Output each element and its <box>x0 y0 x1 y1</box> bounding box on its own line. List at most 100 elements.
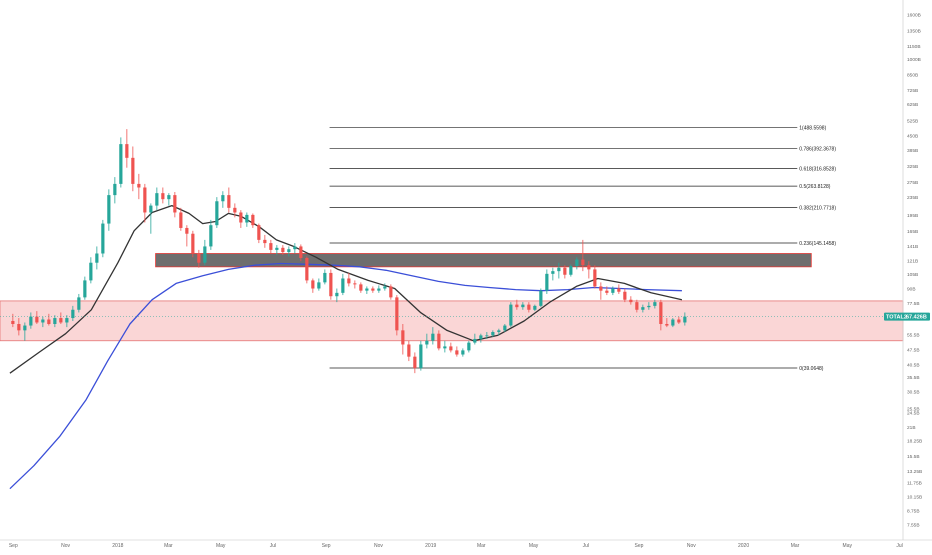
candle-body-up <box>671 319 675 326</box>
x-tick-label: May <box>529 543 539 549</box>
candle-body-down <box>17 324 21 331</box>
fib-retracement-layer[interactable]: 1(488.5598) 0.786(392.3678) 0.618(316.8528… <box>329 125 837 372</box>
last-price-badge <box>884 312 930 321</box>
candle-body-up <box>503 325 507 331</box>
candle-body-up <box>71 309 75 319</box>
candle-body-down <box>179 212 183 228</box>
candle-body-up <box>497 330 501 333</box>
candle-body-up <box>473 338 477 343</box>
y-tick-label: 121B <box>907 258 918 264</box>
candle-body-down <box>527 304 531 310</box>
x-tick-label: Nov <box>687 543 696 549</box>
candle-body-down <box>359 284 363 291</box>
candle-body-up <box>293 246 297 250</box>
y-tick-label: 275B <box>907 180 918 186</box>
candle-body-up <box>167 195 171 200</box>
x-tick-label: Mar <box>791 543 800 549</box>
candle-body-down <box>617 288 621 292</box>
resistance-box <box>155 253 812 268</box>
candle-body-down <box>515 304 519 308</box>
moving-average-layer <box>9 204 683 490</box>
y-tick-label: 11.75B <box>907 480 922 486</box>
candle-body-up <box>209 225 213 247</box>
x-tick-label: 2019 <box>425 543 436 549</box>
candle-body-up <box>317 282 321 289</box>
candle-body-down <box>353 283 357 285</box>
candle-body-down <box>197 253 201 263</box>
candle-body-up <box>569 266 573 275</box>
candle-body-up <box>341 278 345 293</box>
candle-body-down <box>593 269 597 287</box>
candle-body-down <box>143 187 147 213</box>
y-tick-label: 30.5B <box>907 390 920 396</box>
y-tick-label: 55.5B <box>907 333 920 339</box>
candle-body-up <box>485 335 489 337</box>
candle-body-up <box>683 316 687 323</box>
candle-body-down <box>47 319 51 325</box>
candle-body-up <box>653 302 657 306</box>
candle-body-up <box>287 249 291 253</box>
candle-body-up <box>53 318 57 325</box>
x-tick-label: 2018 <box>112 543 123 549</box>
y-tick-label: 13.25B <box>907 469 922 475</box>
candle-body-down <box>269 243 273 250</box>
candle-body-down <box>233 207 237 213</box>
y-tick-label: 18.25B <box>907 438 922 444</box>
candle-body-up <box>107 195 111 224</box>
fib-level-label: 1(488.5598) <box>799 125 826 131</box>
candle-body-up <box>479 335 483 339</box>
y-tick-label: 165B <box>907 229 918 235</box>
candle-body-down <box>239 212 243 223</box>
candle-body-up <box>119 144 123 184</box>
candle-body-up <box>65 318 69 323</box>
y-tick-label: 40.5B <box>907 363 920 369</box>
moving-average-long <box>9 262 682 490</box>
candle-body-down <box>587 265 591 270</box>
candle-body-up <box>221 195 225 202</box>
candle-body-up <box>377 288 381 291</box>
price-symbol-label: TOTAL2 <box>886 315 907 321</box>
candle-body-up <box>545 273 549 291</box>
y-tick-label: 195B <box>907 213 918 219</box>
candle-body-down <box>677 319 681 323</box>
x-tick-label: Mar <box>164 543 173 549</box>
candle-body-down <box>173 195 177 213</box>
y-tick-label: 385B <box>907 148 918 154</box>
x-tick-label: Jul <box>270 543 276 549</box>
candle-body-down <box>59 318 63 323</box>
candle-body-up <box>89 262 93 281</box>
y-tick-label: 325B <box>907 164 918 170</box>
candle-body-up <box>95 253 99 263</box>
fib-level-label: 0.618(316.8528) <box>799 167 836 173</box>
price-value-label: 67.426B <box>906 315 927 321</box>
fib-level-label: 0(39.0648) <box>799 366 824 372</box>
y-tick-label: 450B <box>907 133 918 139</box>
fib-level-label: 0.236(145.1458) <box>799 241 836 247</box>
y-tick-label: 141B <box>907 244 918 250</box>
candle-body-down <box>11 320 15 325</box>
x-tick-label: May <box>843 543 853 549</box>
y-tick-label: 90B <box>907 287 916 293</box>
candle-body-down <box>599 286 603 291</box>
candle-body-down <box>281 247 285 253</box>
candle-body-up <box>647 305 651 308</box>
x-tick-label: Sep <box>635 543 644 549</box>
y-tick-label: 35.5B <box>907 375 920 381</box>
candle-body-down <box>35 316 39 323</box>
y-tick-label: 77.5B <box>907 301 920 307</box>
y-tick-label: 105B <box>907 272 918 278</box>
candle-body-up <box>425 340 429 345</box>
x-tick-label: 2020 <box>738 543 749 549</box>
candle-body-down <box>185 227 189 234</box>
candle-body-down <box>659 302 663 325</box>
candle-body-up <box>149 205 153 213</box>
fib-level-label: 0.5(263.8128) <box>799 184 830 190</box>
candle-body-down <box>161 193 165 200</box>
candle-body-down <box>665 324 669 326</box>
candle-body-up <box>23 325 27 331</box>
candle-body-up <box>533 305 537 310</box>
y-tick-label: 24.5B <box>907 410 920 416</box>
